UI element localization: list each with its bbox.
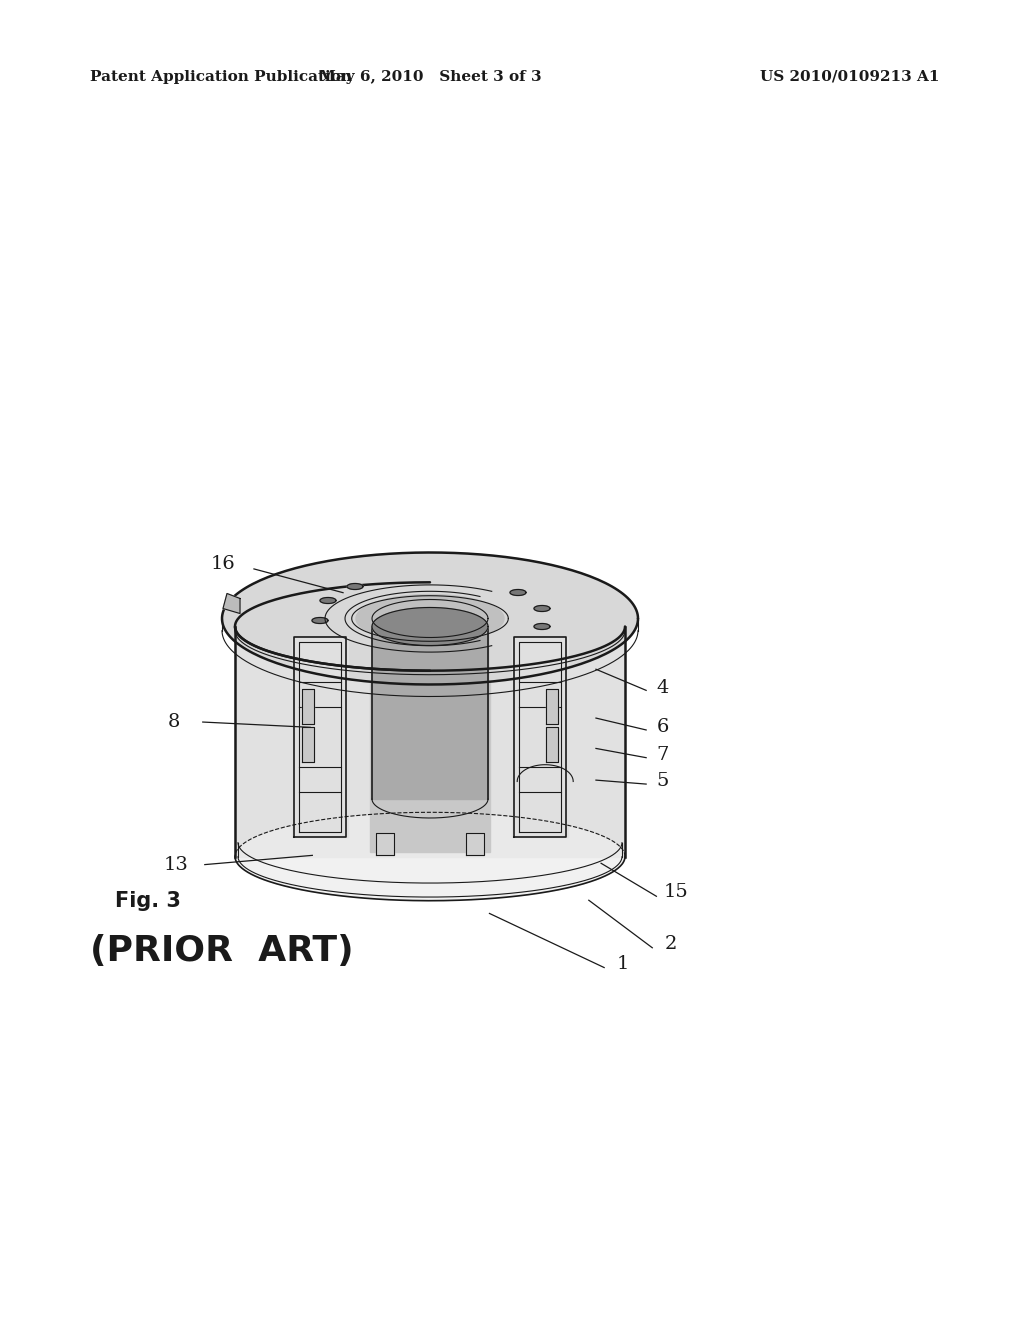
Polygon shape	[234, 582, 625, 857]
Text: 6: 6	[656, 718, 669, 737]
Text: 5: 5	[656, 772, 669, 791]
Polygon shape	[370, 627, 490, 851]
Polygon shape	[510, 590, 526, 595]
Text: 15: 15	[664, 883, 688, 902]
Text: 1: 1	[616, 954, 629, 973]
Polygon shape	[534, 623, 550, 630]
Polygon shape	[546, 727, 558, 762]
Polygon shape	[234, 627, 625, 857]
Polygon shape	[312, 618, 328, 623]
Text: 7: 7	[656, 746, 669, 764]
Text: May 6, 2010   Sheet 3 of 3: May 6, 2010 Sheet 3 of 3	[318, 70, 542, 83]
Text: Fig. 3: Fig. 3	[115, 891, 181, 911]
Text: 16: 16	[211, 554, 236, 573]
Polygon shape	[356, 594, 504, 643]
Polygon shape	[466, 833, 484, 854]
Polygon shape	[223, 594, 240, 614]
Polygon shape	[347, 583, 362, 590]
Text: US 2010/0109213 A1: US 2010/0109213 A1	[760, 70, 939, 83]
Text: 13: 13	[164, 855, 188, 874]
Polygon shape	[372, 607, 488, 645]
Polygon shape	[376, 833, 394, 854]
Polygon shape	[222, 553, 638, 685]
Polygon shape	[292, 636, 348, 837]
Polygon shape	[372, 627, 488, 799]
Text: (PRIOR  ART): (PRIOR ART)	[90, 933, 353, 968]
Polygon shape	[302, 689, 314, 723]
Text: 8: 8	[168, 713, 180, 731]
Polygon shape	[546, 689, 558, 723]
Polygon shape	[512, 636, 568, 837]
Text: 4: 4	[656, 678, 669, 697]
Polygon shape	[321, 598, 336, 603]
Text: Patent Application Publication: Patent Application Publication	[90, 70, 352, 83]
Text: 2: 2	[665, 935, 677, 953]
Polygon shape	[234, 627, 625, 900]
Polygon shape	[534, 606, 550, 611]
Polygon shape	[302, 727, 314, 762]
